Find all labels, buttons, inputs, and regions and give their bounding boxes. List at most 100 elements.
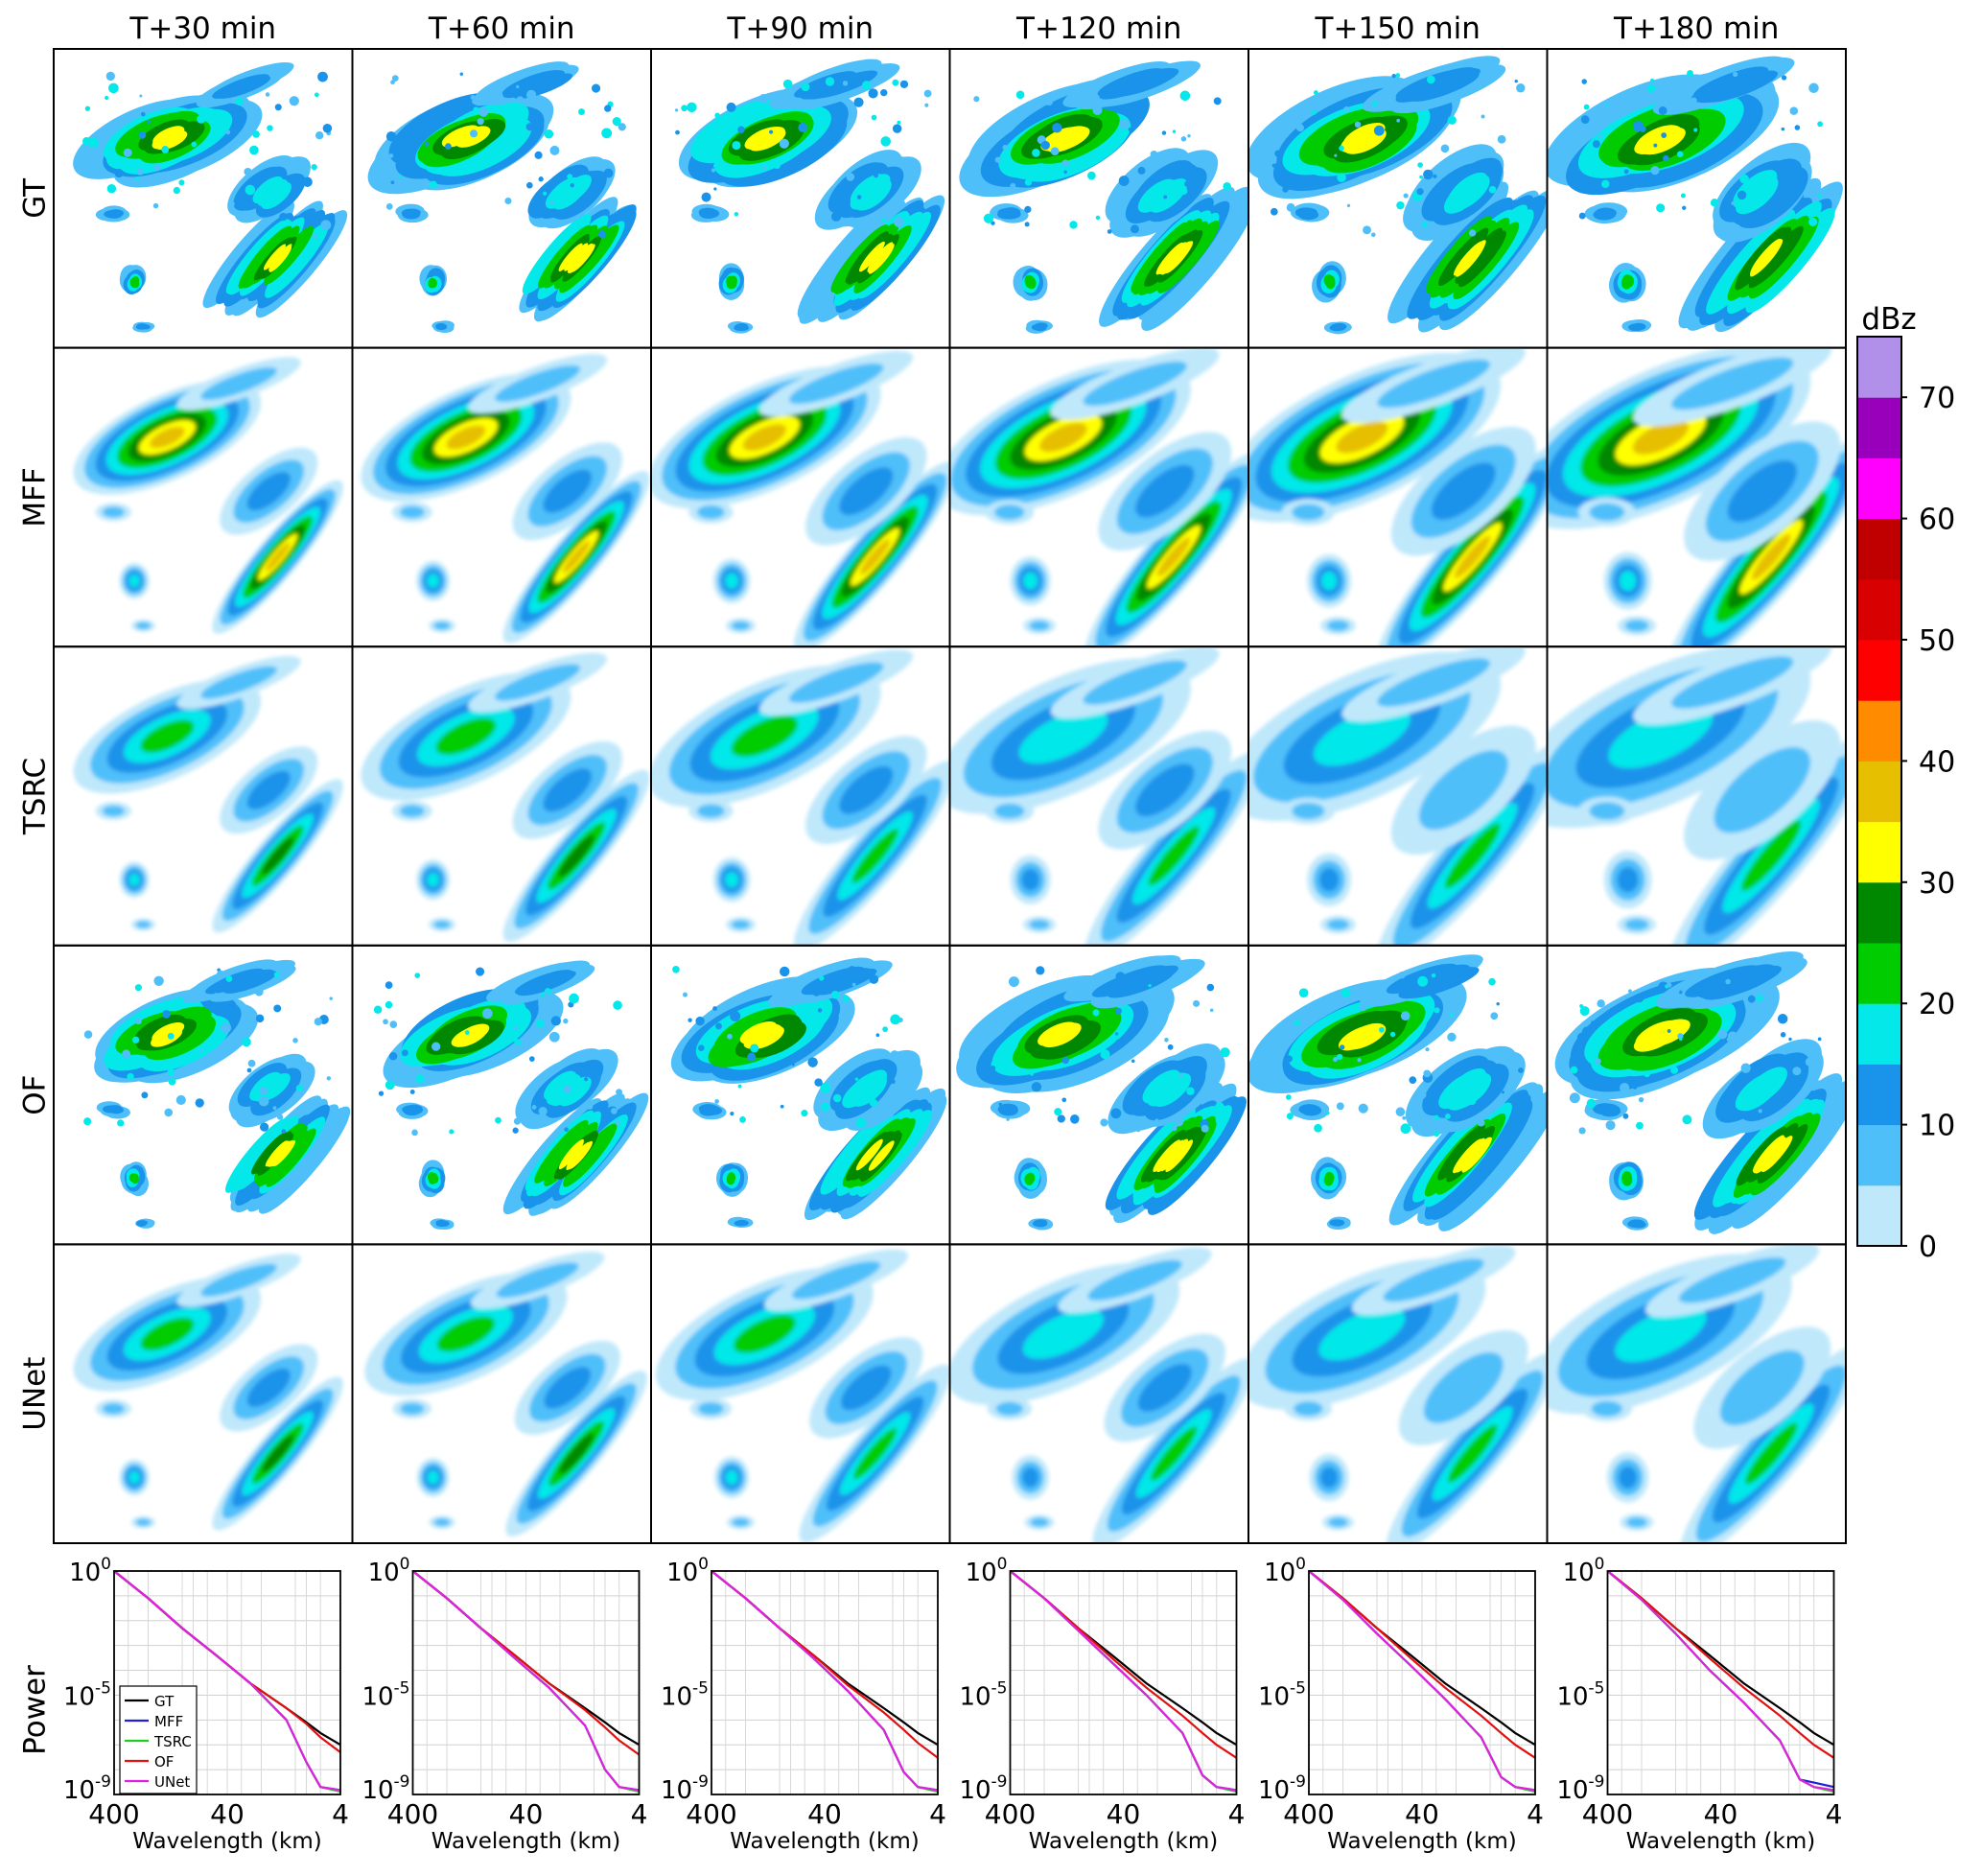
power-spectrum-panels: 400 40 4 Wavelength (km) 100 10-5 10-9 GT MFF TSR… [63,1555,1842,1854]
reflectivity-contour [1319,1466,1339,1489]
reflectivity-speckle [1402,1115,1407,1120]
reflectivity-contour [265,1140,288,1167]
reflectivity-speckle [1433,174,1437,178]
reflectivity-speckle [604,105,612,112]
reflectivity-speckle [429,180,437,189]
reflectivity-speckle [1633,1085,1638,1090]
reflectivity-speckle [322,123,333,133]
reflectivity-speckle [1649,78,1655,83]
reflectivity-contour [569,1140,594,1170]
reflectivity-speckle [504,197,512,205]
reflectivity-speckle [1440,144,1450,153]
reflectivity-contour [851,828,898,883]
reflectivity-contour [792,1261,881,1300]
reflectivity-speckle [1781,75,1787,81]
reflectivity-contour [1108,969,1175,998]
reflectivity-speckle [1171,1125,1178,1132]
reflectivity-speckle [322,214,330,223]
plot-frame [1606,1570,1835,1795]
reflectivity-speckle [1725,978,1731,985]
map-frame [1546,1243,1847,1545]
reflectivity-speckle [385,981,393,989]
reflectivity-contour [994,504,1025,520]
y-tick-label: 100 [1563,1555,1605,1587]
reflectivity-contour [725,1469,738,1485]
reflectivity-speckle [449,1129,455,1135]
reflectivity-contour [565,224,619,289]
reflectivity-contour [1591,1400,1622,1417]
reflectivity-speckle [543,191,548,196]
reflectivity-speckle [1676,151,1684,157]
reflectivity-contour [399,805,425,818]
reflectivity-speckle [550,1016,561,1026]
reflectivity-speckle [868,88,878,99]
reflectivity-speckle [1182,217,1188,223]
reflectivity-speckle [1010,182,1016,189]
colorbar-tick-label: 10 [1919,1110,1955,1143]
reflectivity-contour [1456,1137,1485,1173]
reflectivity-contour [129,277,138,287]
reflectivity-contour [446,425,486,450]
reflectivity-speckle [1656,203,1666,213]
y-tick-label: 10-5 [1556,1678,1604,1711]
y-tick-label: 100 [1264,1555,1306,1587]
reflectivity-contour [435,323,447,330]
reflectivity-speckle [1578,179,1585,186]
reflectivity-speckle [415,1074,425,1084]
reflectivity-speckle [598,230,607,239]
reflectivity-contour [562,541,591,574]
reflectivity-speckle [1063,170,1067,175]
reflectivity-speckle [516,96,525,105]
reflectivity-speckle [1710,199,1719,207]
colorbar-frame [1856,336,1902,1247]
reflectivity-contour [1761,1136,1793,1173]
reflectivity-speckle [1818,194,1823,199]
reflectivity-contour [1292,803,1325,820]
reflectivity-speckle [225,975,233,982]
reflectivity-speckle [1298,988,1309,998]
reflectivity-contour [1046,128,1086,152]
reflectivity-speckle [1789,106,1799,115]
reflectivity-speckle [273,972,280,978]
reflectivity-speckle [1148,983,1152,988]
reflectivity-contour [496,1262,579,1299]
series-line-unet [113,1570,341,1792]
reflectivity-speckle [1496,1001,1500,1006]
radar-map [73,655,343,933]
plot-frame [1308,1570,1536,1795]
reflectivity-speckle [1092,105,1103,115]
reflectivity-speckle [688,1018,692,1022]
reflectivity-contour [731,621,750,631]
reflectivity-speckle [1434,1114,1439,1120]
radar-map [651,350,950,647]
column-header: T+180 min [1613,12,1779,46]
reflectivity-speckle [726,102,736,112]
reflectivity-speckle [535,1019,545,1028]
reflectivity-contour [1744,1422,1798,1485]
reflectivity-speckle [1178,1074,1183,1079]
reflectivity-contour [1041,1022,1082,1048]
reflectivity-contour [128,873,140,886]
reflectivity-contour [428,278,436,289]
reflectivity-speckle [1667,982,1672,988]
reflectivity-contour [735,324,748,331]
reflectivity-speckle [675,129,680,135]
reflectivity-speckle [1726,1037,1731,1042]
reflectivity-speckle [1447,1032,1457,1043]
reflectivity-speckle [1605,1120,1616,1131]
reflectivity-speckle [1409,1076,1417,1084]
reflectivity-speckle [265,92,270,97]
reflectivity-speckle [1077,106,1081,110]
reflectivity-speckle [482,1008,493,1020]
reflectivity-speckle [1391,73,1396,79]
x-tick-label: 40 [509,1798,544,1830]
reflectivity-speckle [1678,990,1683,995]
reflectivity-contour [1141,198,1248,332]
reflectivity-contour [436,1316,496,1352]
row-label: OF [18,1074,53,1114]
reflectivity-speckle [1295,124,1304,132]
reflectivity-contour [128,1470,140,1484]
reflectivity-speckle [476,967,485,976]
reflectivity-contour [1112,68,1179,97]
reflectivity-contour [1023,572,1038,590]
